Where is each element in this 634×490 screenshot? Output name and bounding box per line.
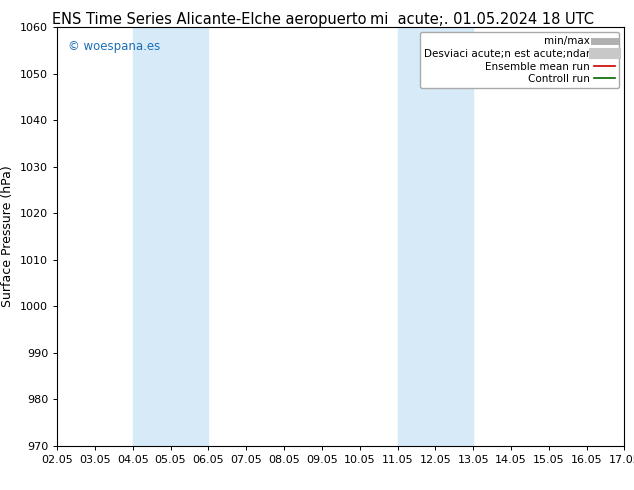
Y-axis label: Surface Pressure (hPa): Surface Pressure (hPa) — [1, 166, 15, 307]
Text: ENS Time Series Alicante-Elche aeropuerto: ENS Time Series Alicante-Elche aeropuert… — [52, 12, 366, 27]
Text: © woespana.es: © woespana.es — [68, 40, 160, 52]
Bar — [133, 27, 209, 446]
Bar — [398, 27, 473, 446]
Legend: min/max, Desviaci acute;n est acute;ndar, Ensemble mean run, Controll run: min/max, Desviaci acute;n est acute;ndar… — [420, 32, 619, 88]
Text: mi  acute;. 01.05.2024 18 UTC: mi acute;. 01.05.2024 18 UTC — [370, 12, 594, 27]
